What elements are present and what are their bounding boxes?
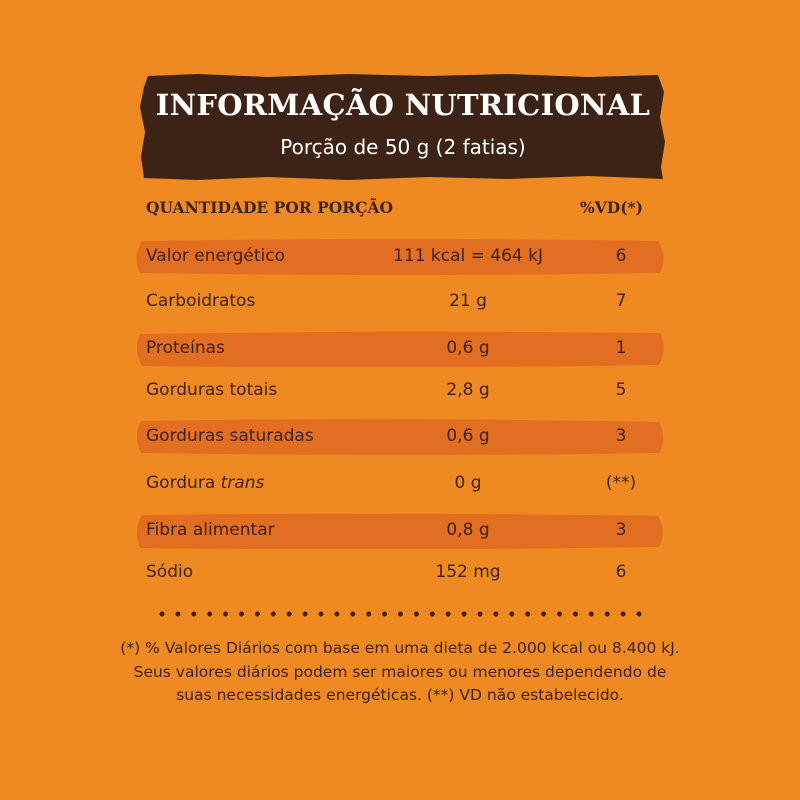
table-row: Fibra alimentar 0,8 g 3 <box>134 510 666 552</box>
row-highlight <box>136 239 664 275</box>
table-row: Proteínas 0,6 g 1 <box>134 328 666 370</box>
dv-value: 7 <box>615 291 627 311</box>
nutrient-name: Valor energético <box>146 246 286 266</box>
nutrient-name: Fibra alimentar <box>146 520 275 540</box>
dv-value: 1 <box>615 338 627 358</box>
nutrient-name-italic: trans <box>220 473 265 493</box>
page-title: INFORMAÇÃO NUTRICIONAL <box>155 88 651 122</box>
dotted-divider <box>159 611 643 617</box>
row-highlight <box>137 513 663 549</box>
amount-value: 111 kcal = 464 kJ <box>393 246 543 266</box>
amount-value: 0,8 g <box>446 520 490 540</box>
dv-value: (**) <box>605 473 637 493</box>
amount-value: 2,8 g <box>446 380 490 400</box>
title-banner: INFORMAÇÃO NUTRICIONAL Porção de 50 g (2… <box>138 72 668 182</box>
table-row: Gorduras totais 2,8 g 5 <box>134 370 666 412</box>
nutrient-name: Gordura trans <box>146 473 264 493</box>
footnote: (*) % Valores Diários com base em uma di… <box>120 639 680 704</box>
table-row: Gordura trans 0 g (**) <box>134 463 666 505</box>
table-row: Sódio 152 mg 6 <box>134 552 666 594</box>
table-row: Valor energético 111 kcal = 464 kJ 6 <box>134 236 666 278</box>
nutrient-name: Sódio <box>146 562 194 582</box>
table-row: Gorduras saturadas 0,6 g 3 <box>134 416 666 458</box>
dv-value: 5 <box>615 380 627 400</box>
dv-column-header: %VD(*) <box>580 198 643 217</box>
row-highlight <box>137 419 664 455</box>
amount-value: 152 mg <box>435 562 501 582</box>
table-row: Carboidratos 21 g 7 <box>134 281 666 323</box>
nutrient-name: Gorduras saturadas <box>146 426 314 446</box>
nutrient-name: Proteínas <box>146 338 225 358</box>
quantity-column-header: QUANTIDADE POR PORÇÃO <box>146 198 393 217</box>
dv-value: 6 <box>615 246 627 266</box>
banner-shape <box>140 74 665 180</box>
nutrient-name: Gorduras totais <box>146 380 278 400</box>
amount-value: 0,6 g <box>446 338 490 358</box>
amount-value: 0,6 g <box>446 426 490 446</box>
dv-value: 6 <box>615 562 627 582</box>
dv-value: 3 <box>615 520 627 540</box>
serving-size: Porção de 50 g (2 fatias) <box>280 135 526 159</box>
row-highlight <box>137 331 664 367</box>
amount-value: 21 g <box>449 291 487 311</box>
nutrient-name: Carboidratos <box>146 291 256 311</box>
nutrient-name-prefix: Gordura <box>146 473 221 493</box>
amount-value: 0 g <box>454 473 482 493</box>
dv-value: 3 <box>615 426 627 446</box>
